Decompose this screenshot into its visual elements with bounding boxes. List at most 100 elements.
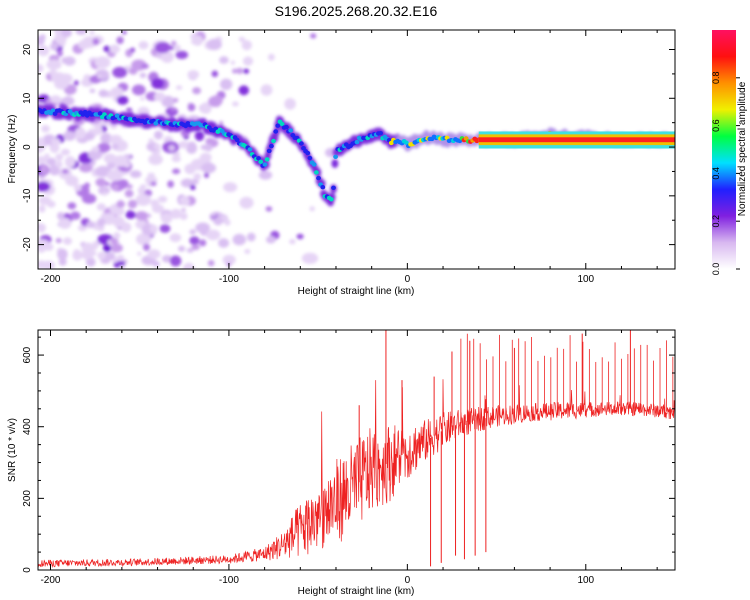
- noise-blob: [221, 215, 228, 221]
- noise-blob: [195, 222, 211, 233]
- noise-blob: [232, 233, 247, 246]
- noise-blob: [191, 178, 199, 185]
- noise-blob: [126, 184, 133, 189]
- noise-blob: [116, 36, 124, 45]
- noise-blob: [154, 130, 163, 140]
- noise-blob: [167, 180, 175, 188]
- noise-blob: [180, 178, 194, 188]
- ridge-blob: [403, 140, 409, 145]
- noise-blob: [103, 153, 117, 164]
- spectrogram-ylabel: Frequency (Hz): [7, 115, 18, 184]
- noise-blob: [95, 178, 107, 187]
- noise-blob: [168, 144, 176, 152]
- colorbar-tick-label: 0.2: [711, 215, 721, 228]
- noise-blob: [187, 70, 200, 79]
- noise-blob: [116, 200, 125, 208]
- noise-blob: [222, 254, 236, 265]
- x-tick-label: -100: [219, 274, 239, 285]
- noise-blob: [147, 249, 161, 260]
- noise-blob: [111, 243, 123, 253]
- noise-blob: [101, 137, 109, 142]
- noise-blob: [81, 242, 95, 254]
- noise-blob: [220, 78, 233, 91]
- noise-blob: [135, 193, 152, 206]
- noise-blob: [57, 50, 63, 57]
- noise-blob: [81, 193, 97, 204]
- noise-blob: [73, 184, 82, 192]
- spectrogram: [38, 30, 675, 269]
- noise-blob: [130, 47, 136, 53]
- noise-blob: [232, 101, 239, 107]
- noise-blob: [55, 160, 63, 169]
- noise-blob: [98, 89, 109, 98]
- noise-blob: [191, 244, 200, 251]
- noise-blob: [92, 38, 100, 46]
- noise-blob: [193, 173, 202, 181]
- ridge-blob: [314, 170, 319, 175]
- ridge-blob: [307, 155, 313, 161]
- snr-frame: [37, 329, 676, 571]
- noise-blob: [175, 50, 189, 60]
- noise-blob: [110, 86, 124, 97]
- ridge-blob: [82, 109, 88, 115]
- noise-blob: [97, 218, 106, 227]
- noise-blob: [157, 195, 168, 203]
- noise-blob: [129, 170, 142, 179]
- noise-blob: [172, 214, 177, 219]
- noise-blob: [150, 181, 157, 187]
- noise-blob: [189, 236, 200, 245]
- snr-ylabel: SNR (10 * v/v): [7, 418, 18, 482]
- ridge-blob: [256, 156, 261, 161]
- noise-blob: [58, 257, 67, 266]
- noise-blob: [258, 170, 273, 180]
- noise-blob: [75, 30, 87, 35]
- noise-blob: [62, 169, 69, 174]
- noise-blob: [38, 223, 46, 233]
- noise-blob: [173, 98, 179, 103]
- colorbar-label: Normalized spectral amplitude: [737, 81, 748, 216]
- noise-blob: [208, 96, 223, 107]
- ridge-halo-blob: [331, 159, 339, 168]
- noise-blob: [232, 68, 238, 74]
- noise-blob: [147, 172, 155, 178]
- noise-blob: [137, 251, 142, 256]
- noise-blob: [46, 59, 62, 70]
- ridge-blob: [331, 185, 336, 190]
- y-tick-label: 10: [22, 92, 33, 104]
- noise-blob: [94, 126, 103, 135]
- noise-blob: [89, 30, 95, 35]
- noise-blob: [96, 203, 106, 211]
- noise-blob: [102, 244, 112, 253]
- ridge-blob: [316, 175, 321, 181]
- noise-blob: [38, 181, 51, 192]
- noise-blob: [159, 224, 171, 233]
- y-tick-label: 20: [22, 44, 33, 56]
- noise-layer: [38, 30, 337, 269]
- noise-blob: [178, 195, 190, 205]
- noise-blob: [136, 233, 151, 246]
- noise-blob: [213, 217, 223, 226]
- ridge-blob: [328, 197, 334, 202]
- noise-blob: [74, 127, 86, 139]
- noise-blob: [41, 125, 50, 133]
- ridge-blob: [333, 154, 338, 159]
- noise-blob: [192, 87, 202, 95]
- noise-blob: [65, 175, 79, 187]
- noise-blob: [103, 45, 111, 52]
- band-core: [478, 137, 675, 143]
- noise-blob: [183, 262, 195, 269]
- noise-blob: [41, 260, 56, 269]
- ridge-blob: [378, 131, 383, 136]
- noise-blob: [97, 142, 111, 153]
- noise-blob: [38, 196, 52, 205]
- noise-blob: [160, 50, 174, 63]
- noise-blob: [148, 154, 163, 165]
- noise-blob: [265, 235, 276, 244]
- ridge-blob: [279, 121, 285, 127]
- noise-blob: [296, 233, 304, 240]
- colorbar-tick-label: 0.8: [711, 72, 721, 85]
- noise-blob: [151, 204, 165, 214]
- noise-blob: [38, 64, 44, 73]
- noise-blob: [97, 74, 102, 79]
- noise-blob: [64, 156, 76, 168]
